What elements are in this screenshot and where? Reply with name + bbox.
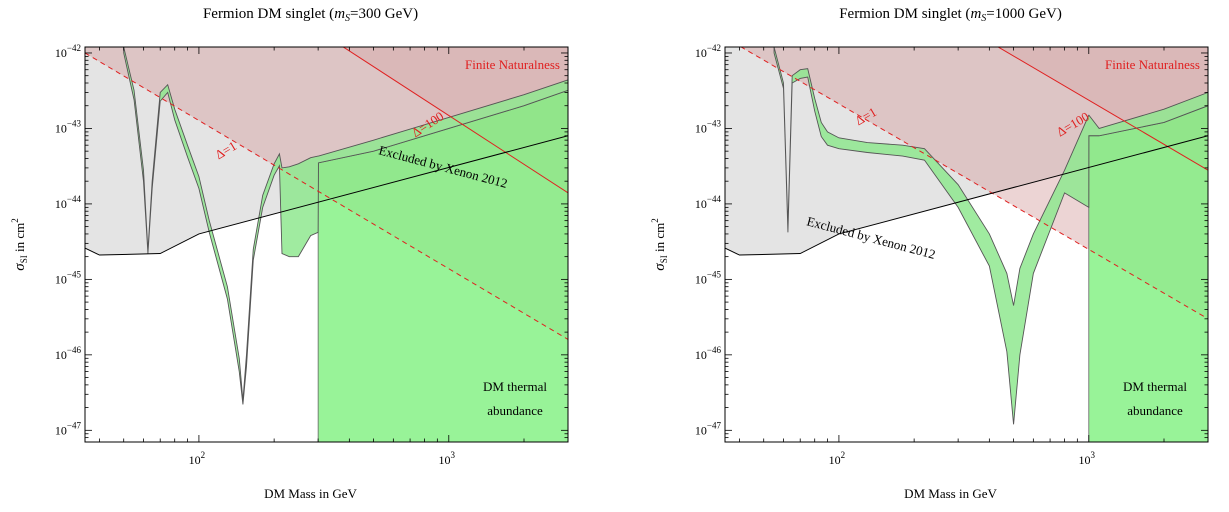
y-tick-base: 10 — [55, 46, 67, 60]
y-tick-exponent: −45 — [707, 269, 722, 279]
y-label-sub: SI — [659, 255, 669, 263]
thermal-abundance-label-line1: DM thermal — [1123, 379, 1187, 394]
x-axis-label: DM Mass in GeV — [264, 486, 357, 501]
y-tick-exponent: −42 — [67, 43, 81, 53]
y-label-sup: 2 — [10, 218, 20, 223]
x-tick-base: 10 — [189, 453, 201, 467]
y-tick-base: 10 — [55, 272, 67, 286]
x-tick-exponent: 2 — [841, 450, 846, 460]
plot-frame — [724, 46, 1209, 443]
y-tick-label: 10−42 — [55, 43, 81, 60]
y-label-sup: 2 — [650, 218, 660, 223]
chart-title-var: m — [334, 6, 345, 22]
delta-100-line — [997, 47, 1208, 171]
x-tick-base: 10 — [1079, 453, 1091, 467]
y-label-sub: SI — [19, 255, 29, 263]
y-tick-base: 10 — [695, 197, 707, 211]
thermal-abundance-label-line2: abundance — [487, 403, 543, 418]
x-tick-label: 102 — [829, 450, 846, 467]
y-tick-label: 10−45 — [55, 269, 82, 286]
relic-density-band — [123, 47, 568, 405]
chart-title: Fermion DM singlet (mS=300 GeV) — [203, 6, 418, 24]
plot-regions — [725, 47, 1208, 442]
y-axis-label: σSI in cm2 — [10, 218, 29, 270]
y-label-sigma: σ — [12, 263, 28, 271]
y-axis-label: σSI in cm2 — [650, 218, 669, 270]
y-tick-base: 10 — [695, 272, 707, 286]
delta-100-line — [342, 47, 568, 194]
y-tick-label: 10−44 — [55, 194, 82, 211]
chart-title-prefix: Fermion DM singlet ( — [839, 6, 970, 22]
y-tick-exponent: −43 — [707, 118, 722, 128]
plot-frame — [84, 46, 569, 443]
x-tick-exponent: 3 — [1091, 450, 1096, 460]
y-tick-base: 10 — [695, 121, 707, 135]
y-tick-exponent: −45 — [67, 269, 82, 279]
y-tick-label: 10−47 — [55, 420, 82, 437]
x-tick-label: 103 — [1079, 450, 1096, 467]
y-tick-exponent: −46 — [707, 345, 722, 355]
thermal-abundance-label-line2: abundance — [1127, 403, 1183, 418]
x-tick-label: 102 — [189, 450, 206, 467]
x-tick-base: 10 — [439, 453, 451, 467]
y-tick-exponent: −43 — [67, 118, 82, 128]
x-tick-base: 10 — [829, 453, 841, 467]
y-tick-exponent: −44 — [67, 194, 82, 204]
y-tick-base: 10 — [55, 121, 67, 135]
y-tick-label: 10−42 — [695, 43, 721, 60]
plot-regions — [85, 47, 568, 442]
finite-naturalness-strong-region — [343, 47, 568, 193]
chart-title-prefix: Fermion DM singlet ( — [203, 6, 334, 22]
finite-naturalness-label: Finite Naturalness — [465, 57, 560, 72]
y-tick-base: 10 — [55, 348, 67, 362]
y-tick-label: 10−46 — [695, 345, 722, 362]
chart-title-sub: S — [345, 13, 350, 24]
y-tick-label: 10−47 — [695, 420, 722, 437]
y-label-rest: in cm — [12, 223, 27, 256]
y-tick-exponent: −47 — [707, 420, 722, 430]
x-tick-exponent: 2 — [201, 450, 206, 460]
x-tick-label: 103 — [439, 450, 456, 467]
y-tick-base: 10 — [55, 423, 67, 437]
y-tick-exponent: −42 — [707, 43, 721, 53]
y-tick-base: 10 — [695, 46, 707, 60]
y-label-sigma: σ — [652, 263, 668, 271]
thermal-abundance-label-line1: DM thermal — [483, 379, 547, 394]
x-tick-exponent: 3 — [451, 450, 456, 460]
xenon-excluded-region — [85, 47, 568, 256]
xenon-limit-line — [85, 135, 568, 256]
delta-1-line — [740, 47, 1208, 320]
y-tick-label: 10−43 — [55, 118, 82, 135]
delta-1-line — [85, 52, 568, 340]
x-axis-label: DM Mass in GeV — [904, 486, 997, 501]
y-tick-label: 10−43 — [695, 118, 722, 135]
y-tick-exponent: −46 — [67, 345, 82, 355]
chart-title-var: m — [970, 6, 981, 22]
y-label-rest: in cm — [652, 223, 667, 256]
finite-naturalness-label: Finite Naturalness — [1105, 57, 1200, 72]
y-tick-label: 10−44 — [695, 194, 722, 211]
xenon-limit-line — [725, 135, 1208, 256]
chart-title-value: =300 GeV) — [350, 6, 418, 22]
y-tick-label: 10−46 — [55, 345, 82, 362]
y-tick-label: 10−45 — [695, 269, 722, 286]
chart-title-sub: S — [981, 13, 986, 24]
y-tick-base: 10 — [55, 197, 67, 211]
chart-title: Fermion DM singlet (mS=1000 GeV) — [839, 6, 1062, 24]
y-tick-base: 10 — [695, 423, 707, 437]
relic-density-band — [773, 47, 1208, 425]
y-tick-exponent: −47 — [67, 420, 82, 430]
chart-title-value: =1000 GeV) — [986, 6, 1062, 22]
finite-naturalness-strong-region — [998, 47, 1208, 171]
y-tick-exponent: −44 — [707, 194, 722, 204]
y-tick-base: 10 — [695, 348, 707, 362]
